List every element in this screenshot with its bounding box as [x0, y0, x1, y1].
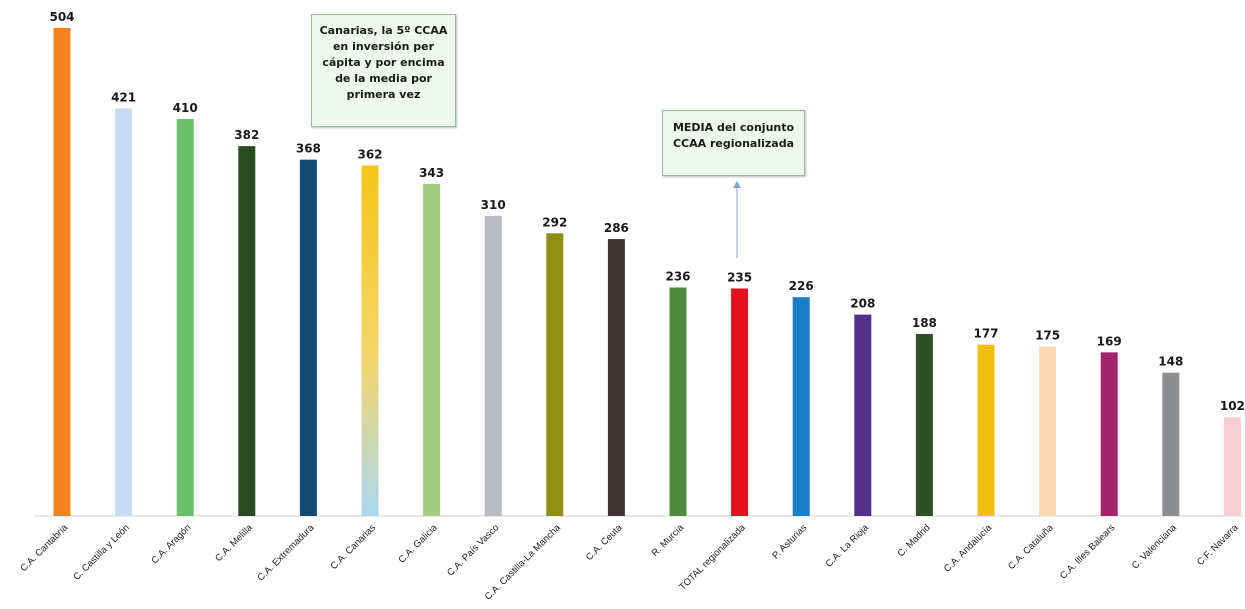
- annotation-line: de la media por: [335, 72, 432, 85]
- bar-c-madrid: [915, 333, 933, 516]
- category-label: C. Valenciana: [1130, 522, 1180, 572]
- annotation-media: MEDIA del conjunto CCAA regionalizada: [662, 110, 805, 176]
- bar-c-a-la-rioja: [854, 314, 872, 516]
- bar-value-label: 504: [49, 10, 74, 24]
- bar-total-regionalizada: [731, 288, 749, 516]
- bar-r-murcia: [669, 287, 687, 516]
- bar-c-a-galicia: [423, 183, 441, 516]
- annotation-line: primera vez: [346, 88, 421, 101]
- bar-value-label: 310: [481, 198, 506, 212]
- annotation-line: Canarias, la 5º CCAA: [319, 24, 448, 37]
- category-label: C.A. Cantabria: [18, 522, 70, 574]
- bar-value-label: 421: [111, 90, 136, 104]
- bar-c-a-andalucia: [977, 344, 995, 516]
- bar-c-a-pais-vasco: [484, 215, 502, 517]
- bar-value-label: 368: [296, 142, 321, 156]
- bar-value-label: 208: [850, 297, 875, 311]
- category-label: C.A. Andalucía: [942, 522, 995, 575]
- category-label: C.A. Illes Balears: [1058, 522, 1117, 581]
- bar-c-a-cantabria: [53, 28, 71, 516]
- annotation-line: cápita y por encima: [322, 56, 445, 69]
- category-label: P. Asturias: [770, 522, 809, 561]
- category-label: C. Madrid: [896, 522, 933, 559]
- bar-c-valenciana: [1162, 372, 1180, 516]
- category-label: C.A. Ceuta: [584, 522, 625, 563]
- bar-value-label: 175: [1035, 329, 1060, 343]
- category-label: C.A. Extremadura: [255, 522, 317, 584]
- category-label: C.A. País Vasco: [445, 522, 501, 578]
- bar-c-a-ceuta: [607, 239, 625, 517]
- bar-value-label: 235: [727, 270, 752, 284]
- bar-c-a-cataluna: [1039, 346, 1057, 516]
- bar-c-f-navarra: [1223, 417, 1241, 516]
- annotation-line: en inversión per: [332, 40, 435, 53]
- category-label: C.A. La Rioja: [824, 522, 872, 570]
- bar-value-label: 236: [665, 269, 690, 283]
- bar-value-label: 177: [973, 327, 998, 341]
- category-label: R. Murcia: [650, 522, 687, 559]
- bar-c-a-castilla-la-mancha: [546, 233, 564, 516]
- bar-value-label: 286: [604, 221, 629, 235]
- bar-value-label: 188: [912, 316, 937, 330]
- bar-value-label: 362: [357, 147, 382, 161]
- category-label: C. Castilla y León: [71, 522, 131, 582]
- bar-value-label: 148: [1158, 355, 1183, 369]
- bar-value-label: 226: [789, 279, 814, 293]
- category-label: C.F. Navarra: [1195, 522, 1241, 568]
- category-label: C.A. Aragón: [149, 522, 193, 566]
- bar-c-a-illes-balears: [1100, 352, 1118, 516]
- bar-c-a-melilla: [238, 146, 256, 516]
- callout-arrow-head: [733, 181, 741, 188]
- bar-value-label: 343: [419, 166, 444, 180]
- annotation-line: MEDIA del conjunto: [672, 121, 795, 134]
- bar-value-label: 292: [542, 215, 567, 229]
- annotation-line: CCAA regionalizada: [672, 137, 794, 150]
- bar-c-a-extremadura: [299, 159, 317, 516]
- bar-value-label: 410: [173, 101, 198, 115]
- bar-value-label: 169: [1097, 334, 1122, 348]
- category-label: C.A. Galicia: [396, 522, 440, 566]
- annotation-canarias: Canarias, la 5º CCAA en inversión per cápi…: [311, 14, 456, 127]
- bar-value-label: 102: [1220, 399, 1245, 413]
- bar-c-a-canarias: [361, 165, 379, 516]
- category-label: TOTAL regionalizada: [677, 522, 748, 593]
- bar-c-a-aragon: [176, 119, 194, 517]
- category-label: C.A. Canarias: [329, 522, 379, 572]
- bar-p-asturias: [792, 297, 810, 516]
- category-label: C.A. Cataluña: [1006, 522, 1056, 572]
- category-label: C.A. Melilla: [213, 522, 255, 564]
- bar-c-castilla-y-leon: [115, 108, 133, 516]
- bar-value-label: 382: [234, 128, 259, 142]
